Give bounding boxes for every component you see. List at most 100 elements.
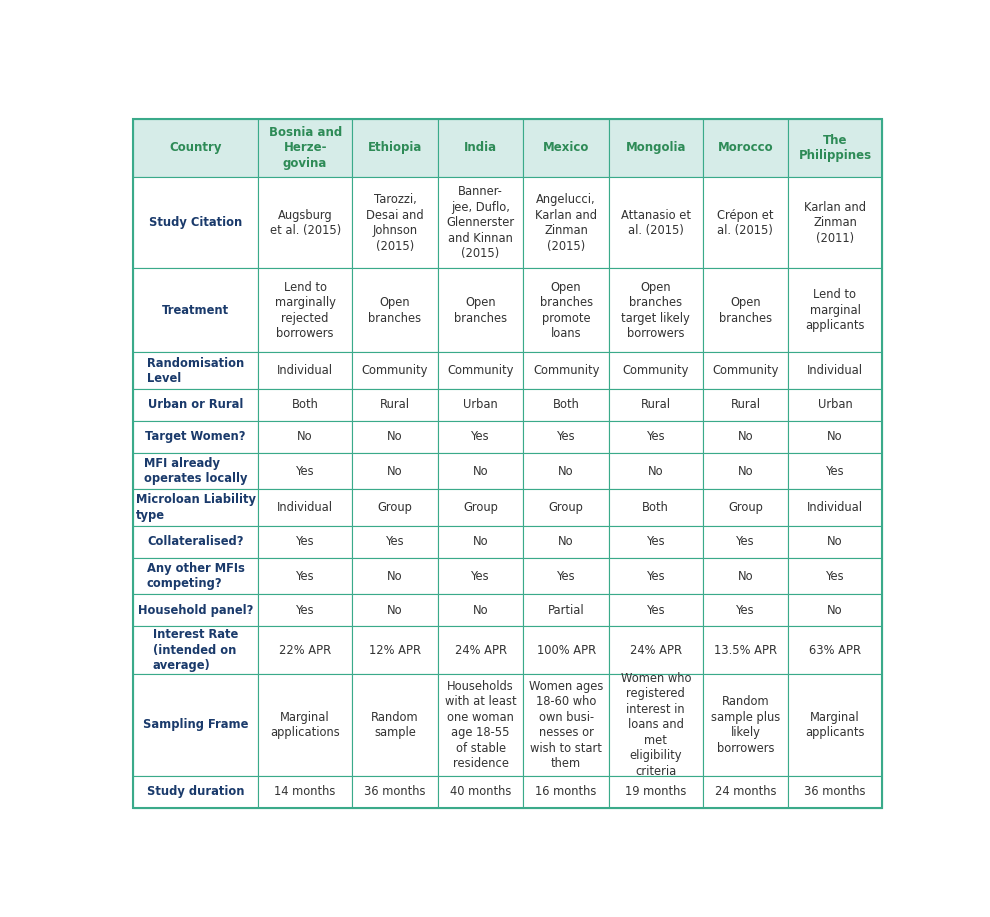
Bar <box>788 594 882 626</box>
Bar <box>609 776 703 808</box>
Bar <box>258 177 352 268</box>
Text: Yes: Yes <box>296 603 315 617</box>
Bar <box>788 421 882 453</box>
Text: 100% APR: 100% APR <box>537 644 596 657</box>
Text: Study Citation: Study Citation <box>148 216 243 229</box>
Bar <box>524 177 609 268</box>
Text: Yes: Yes <box>646 536 665 548</box>
Text: Urban or Rural: Urban or Rural <box>148 399 244 412</box>
Bar <box>788 177 882 268</box>
Text: 40 months: 40 months <box>449 785 511 798</box>
Bar <box>438 177 524 268</box>
Bar <box>352 268 438 352</box>
Text: Study duration: Study duration <box>147 785 245 798</box>
Bar <box>524 389 609 421</box>
Bar <box>524 626 609 674</box>
Bar <box>438 490 524 526</box>
Bar <box>352 118 438 177</box>
Text: Yes: Yes <box>646 569 665 582</box>
Bar <box>609 453 703 490</box>
Text: No: No <box>828 603 842 617</box>
Bar <box>133 594 258 626</box>
Bar <box>788 776 882 808</box>
Bar <box>703 118 788 177</box>
Bar <box>258 674 352 776</box>
Text: Urban: Urban <box>818 399 852 412</box>
Bar <box>438 268 524 352</box>
Text: Morocco: Morocco <box>718 141 773 154</box>
Text: Community: Community <box>361 364 428 377</box>
Bar <box>133 453 258 490</box>
Text: Open
branches: Open branches <box>719 296 772 325</box>
Text: Random
sample plus
likely
borrowers: Random sample plus likely borrowers <box>711 695 780 755</box>
Bar <box>438 421 524 453</box>
Text: Attanasio et
al. (2015): Attanasio et al. (2015) <box>621 208 691 237</box>
Text: 13.5% APR: 13.5% APR <box>714 644 777 657</box>
Bar <box>524 558 609 594</box>
Text: Yes: Yes <box>296 465 315 478</box>
Bar <box>352 626 438 674</box>
Text: Both: Both <box>292 399 319 412</box>
Bar <box>352 776 438 808</box>
Bar <box>438 453 524 490</box>
Text: Community: Community <box>447 364 514 377</box>
Bar <box>352 674 438 776</box>
Text: 24% APR: 24% APR <box>454 644 507 657</box>
Text: No: No <box>648 465 663 478</box>
Text: Yes: Yes <box>471 430 490 443</box>
Text: Yes: Yes <box>296 569 315 582</box>
Bar <box>438 776 524 808</box>
Text: Marginal
applications: Marginal applications <box>270 711 340 739</box>
Text: Yes: Yes <box>737 603 754 617</box>
Text: Augsburg
et al. (2015): Augsburg et al. (2015) <box>269 208 341 237</box>
Text: 36 months: 36 months <box>364 785 426 798</box>
Text: Yes: Yes <box>386 536 404 548</box>
Bar <box>703 389 788 421</box>
Text: Open
branches
target likely
borrowers: Open branches target likely borrowers <box>622 281 690 340</box>
Bar <box>438 594 524 626</box>
Text: Individual: Individual <box>807 364 863 377</box>
Bar <box>258 594 352 626</box>
Text: Both: Both <box>643 502 669 514</box>
Bar <box>524 594 609 626</box>
Bar <box>133 177 258 268</box>
Bar <box>609 558 703 594</box>
Bar <box>609 594 703 626</box>
Text: No: No <box>473 603 488 617</box>
Text: Target Women?: Target Women? <box>146 430 246 443</box>
Text: Banner-
jee, Duflo,
Glennerster
and Kinnan
(2015): Banner- jee, Duflo, Glennerster and Kinn… <box>446 185 515 260</box>
Text: 16 months: 16 months <box>536 785 597 798</box>
Text: Women ages
18-60 who
own busi-
nesses or
wish to start
them: Women ages 18-60 who own busi- nesses or… <box>529 679 603 770</box>
Text: No: No <box>387 569 403 582</box>
Text: Group: Group <box>377 502 413 514</box>
Bar <box>609 490 703 526</box>
Text: Open
branches: Open branches <box>368 296 422 325</box>
Text: Individual: Individual <box>807 502 863 514</box>
Bar <box>609 389 703 421</box>
Bar <box>788 490 882 526</box>
Text: The
Philippines: The Philippines <box>798 134 871 162</box>
Bar <box>788 268 882 352</box>
Bar <box>524 118 609 177</box>
Bar <box>609 352 703 389</box>
Text: Household panel?: Household panel? <box>138 603 253 617</box>
Bar <box>133 674 258 776</box>
Text: Tarozzi,
Desai and
Johnson
(2015): Tarozzi, Desai and Johnson (2015) <box>366 193 424 252</box>
Bar <box>258 490 352 526</box>
Text: 22% APR: 22% APR <box>279 644 332 657</box>
Text: Rural: Rural <box>731 399 760 412</box>
Bar <box>258 776 352 808</box>
Text: Yes: Yes <box>296 536 315 548</box>
Text: Yes: Yes <box>826 569 844 582</box>
Bar <box>258 268 352 352</box>
Text: Ethiopia: Ethiopia <box>367 141 422 154</box>
Text: Marginal
applicants: Marginal applicants <box>805 711 864 739</box>
Text: Open
branches
promote
loans: Open branches promote loans <box>540 281 593 340</box>
Bar <box>524 268 609 352</box>
Bar <box>352 352 438 389</box>
Bar <box>438 118 524 177</box>
Text: Individual: Individual <box>277 502 334 514</box>
Bar <box>524 453 609 490</box>
Text: Bosnia and
Herze-
govina: Bosnia and Herze- govina <box>268 126 342 170</box>
Text: No: No <box>387 465 403 478</box>
